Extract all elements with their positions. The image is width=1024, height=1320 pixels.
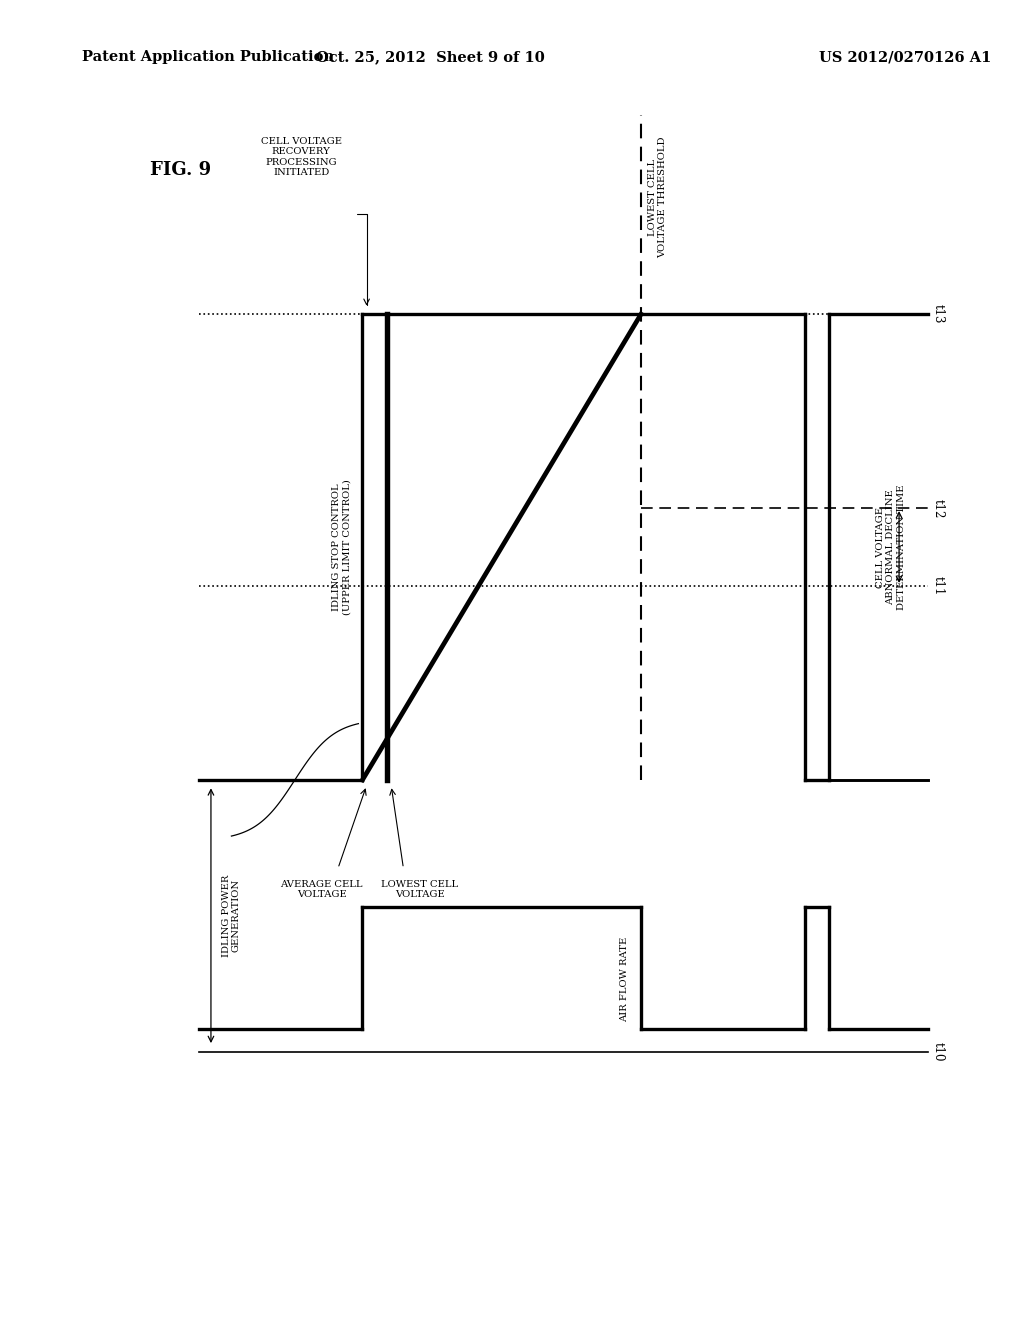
- Text: t13: t13: [932, 305, 945, 323]
- Text: Oct. 25, 2012  Sheet 9 of 10: Oct. 25, 2012 Sheet 9 of 10: [315, 50, 545, 65]
- Text: CELL VOLTAGE
RECOVERY
PROCESSING
INITIATED: CELL VOLTAGE RECOVERY PROCESSING INITIAT…: [260, 137, 342, 177]
- Text: t11: t11: [932, 576, 945, 595]
- Text: CELL VOLTAGE
ABNORMAL DECLINE
DETERMINATION TIME: CELL VOLTAGE ABNORMAL DECLINE DETERMINAT…: [876, 484, 906, 610]
- Text: t12: t12: [932, 499, 945, 517]
- Text: FIG. 9: FIG. 9: [150, 161, 211, 180]
- Text: IDLING POWER
GENERATION: IDLING POWER GENERATION: [221, 874, 241, 957]
- Text: Patent Application Publication: Patent Application Publication: [82, 50, 334, 65]
- Text: AVERAGE CELL
VOLTAGE: AVERAGE CELL VOLTAGE: [281, 879, 362, 899]
- Text: AIR FLOW RATE: AIR FLOW RATE: [621, 937, 629, 1022]
- Text: t10: t10: [932, 1041, 945, 1061]
- Text: LOWEST CELL
VOLTAGE: LOWEST CELL VOLTAGE: [381, 879, 459, 899]
- Text: LOWEST CELL
VOLTAGE THRESHOLD: LOWEST CELL VOLTAGE THRESHOLD: [648, 137, 667, 259]
- Text: US 2012/0270126 A1: US 2012/0270126 A1: [819, 50, 991, 65]
- Text: IDLING STOP CONTROL
(UPPER LIMIT CONTROL): IDLING STOP CONTROL (UPPER LIMIT CONTROL…: [333, 479, 351, 615]
